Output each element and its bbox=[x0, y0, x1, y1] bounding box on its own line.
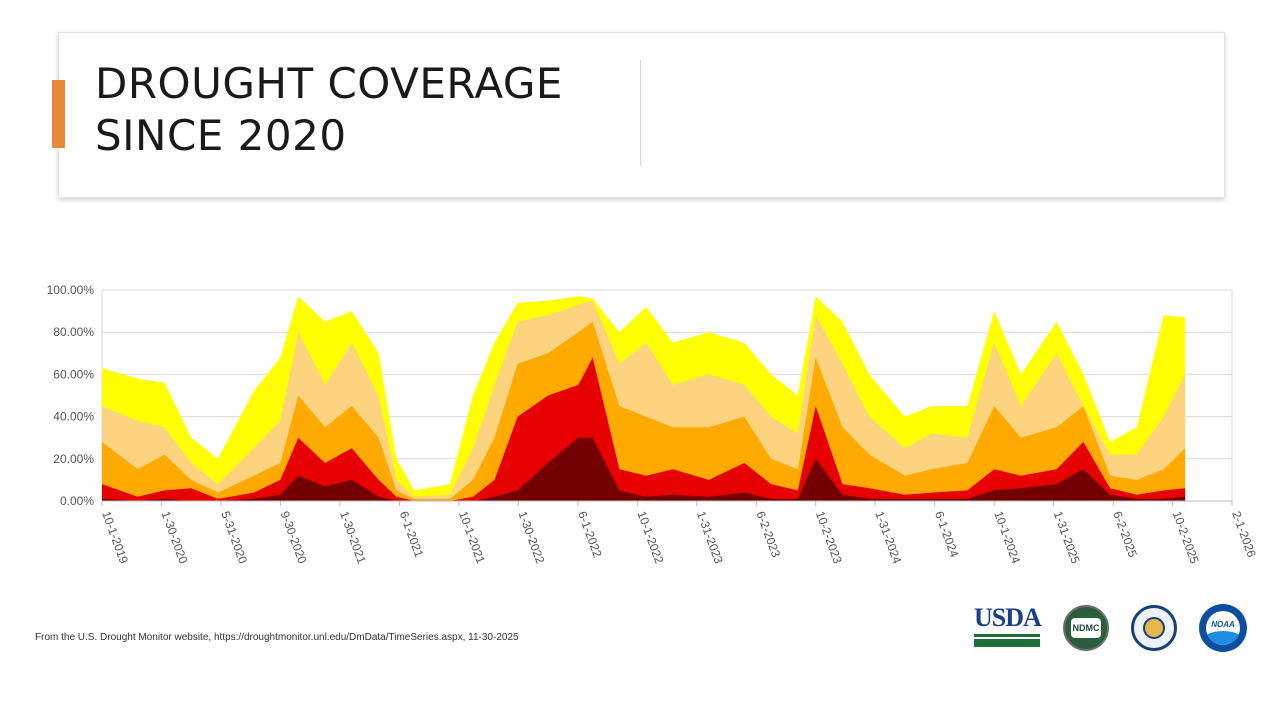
x-axis: 10-1-2019 1-30-2020 5-31-2020 9-30-2020 1-30… bbox=[99, 500, 1259, 566]
usda-logo-field bbox=[974, 639, 1040, 647]
ndmc-logo-text: NDMC bbox=[1071, 618, 1101, 638]
title-card bbox=[58, 32, 1225, 198]
title-card-divider bbox=[640, 60, 641, 166]
x-tick-label: 1-31-2024 bbox=[872, 509, 904, 566]
usda-logo-stripe bbox=[974, 634, 1040, 637]
noaa-logo-wave bbox=[1206, 631, 1240, 645]
x-tick-label: 6-2-2025 bbox=[1110, 509, 1140, 559]
x-tick-label: 6-2-2023 bbox=[753, 509, 783, 559]
usda-logo: USDA bbox=[974, 603, 1042, 652]
ndmc-logo: NDMC bbox=[1063, 605, 1109, 651]
y-tick-label: 80.00% bbox=[53, 325, 94, 339]
x-tick-label: 1-30-2020 bbox=[159, 509, 191, 566]
noaa-logo: NOAA bbox=[1199, 604, 1247, 652]
x-tick-label: 10-2-2023 bbox=[813, 509, 845, 566]
x-tick-label: 2-1-2026 bbox=[1229, 509, 1259, 559]
x-tick-label: 6-1-2024 bbox=[932, 509, 962, 559]
source-citation: From the U.S. Drought Monitor website, h… bbox=[35, 632, 519, 643]
y-tick-label: 20.00% bbox=[53, 452, 94, 466]
x-tick-label: 10-1-2019 bbox=[99, 509, 131, 566]
y-tick-label: 60.00% bbox=[53, 367, 94, 381]
title-line-1: DROUGHT COVERAGE bbox=[95, 59, 563, 108]
title-accent-bar bbox=[52, 80, 65, 148]
usda-logo-text: USDA bbox=[974, 603, 1042, 632]
area-d4 bbox=[102, 437, 1186, 501]
slide-title: DROUGHT COVERAGE SINCE 2020 bbox=[95, 58, 563, 162]
y-axis: 0.00% 20.00% 40.00% 60.00% 80.00% 100.00% bbox=[47, 283, 95, 508]
noaa-logo-text: NOAA bbox=[1211, 619, 1235, 629]
area-d2-d4 bbox=[102, 321, 1186, 501]
y-tick-label: 0.00% bbox=[60, 494, 94, 508]
x-tick-label: 10-1-2024 bbox=[991, 509, 1023, 566]
x-tick-label: 10-1-2021 bbox=[456, 509, 488, 566]
x-tick-label: 10-2-2025 bbox=[1170, 509, 1202, 566]
x-tick-label: 1-31-2023 bbox=[694, 509, 726, 566]
x-tick-label: 10-1-2022 bbox=[634, 509, 666, 566]
x-tick-label: 1-30-2022 bbox=[515, 509, 547, 566]
x-tick-label: 9-30-2020 bbox=[278, 509, 310, 566]
y-tick-label: 40.00% bbox=[53, 410, 94, 424]
commerce-seal-logo bbox=[1131, 605, 1177, 651]
x-tick-label: 1-31-2025 bbox=[1051, 509, 1083, 566]
x-tick-label: 5-31-2020 bbox=[218, 509, 250, 566]
noaa-logo-inner: NOAA bbox=[1206, 611, 1240, 645]
x-tick-label: 6-1-2021 bbox=[397, 509, 427, 559]
y-tick-label: 100.00% bbox=[47, 283, 95, 297]
x-tick-label: 6-1-2022 bbox=[575, 509, 605, 559]
commerce-seal-emblem bbox=[1143, 617, 1165, 639]
drought-coverage-chart: 0.00% 20.00% 40.00% 60.00% 80.00% 100.00% 10-… bbox=[47, 283, 1259, 566]
chart-areas bbox=[102, 296, 1186, 501]
title-line-2: SINCE 2020 bbox=[95, 111, 347, 160]
x-tick-label: 1-30-2021 bbox=[337, 509, 369, 566]
